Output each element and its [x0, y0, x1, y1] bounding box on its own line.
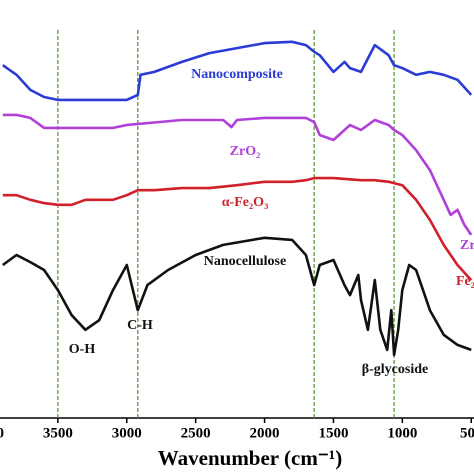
annotation: O-H [69, 342, 96, 357]
x-tick-label: 2500 [181, 425, 211, 441]
x-tick-label: 3000 [112, 425, 142, 441]
x-tick-label: 2000 [250, 425, 280, 441]
annotation: Nanocomposite [191, 67, 283, 82]
spectrum-line [2, 236, 472, 357]
annotation: ZrO₂ [460, 238, 474, 253]
x-axis-label: Wavenumber (cm⁻¹) [158, 446, 342, 470]
annotation: β-glycoside [362, 362, 428, 377]
x-tick-label: 3500 [43, 425, 73, 441]
spectrum-line [2, 40, 473, 102]
annotation: ZrO₂ [230, 144, 261, 159]
x-tick-label: 1000 [387, 425, 417, 441]
x-tick-label: 500 [460, 425, 474, 441]
x-tick-label: 1500 [318, 425, 348, 441]
x-tick-label: 4000 [0, 425, 4, 441]
annotation: C-H [127, 318, 153, 333]
annotation: α-Fe₂O₃ [222, 195, 269, 210]
annotation: Fe₂O₃ [456, 274, 474, 289]
annotation: Nanocellulose [204, 254, 286, 269]
spectrum-line [2, 176, 473, 281]
spectrum-line [2, 113, 473, 236]
